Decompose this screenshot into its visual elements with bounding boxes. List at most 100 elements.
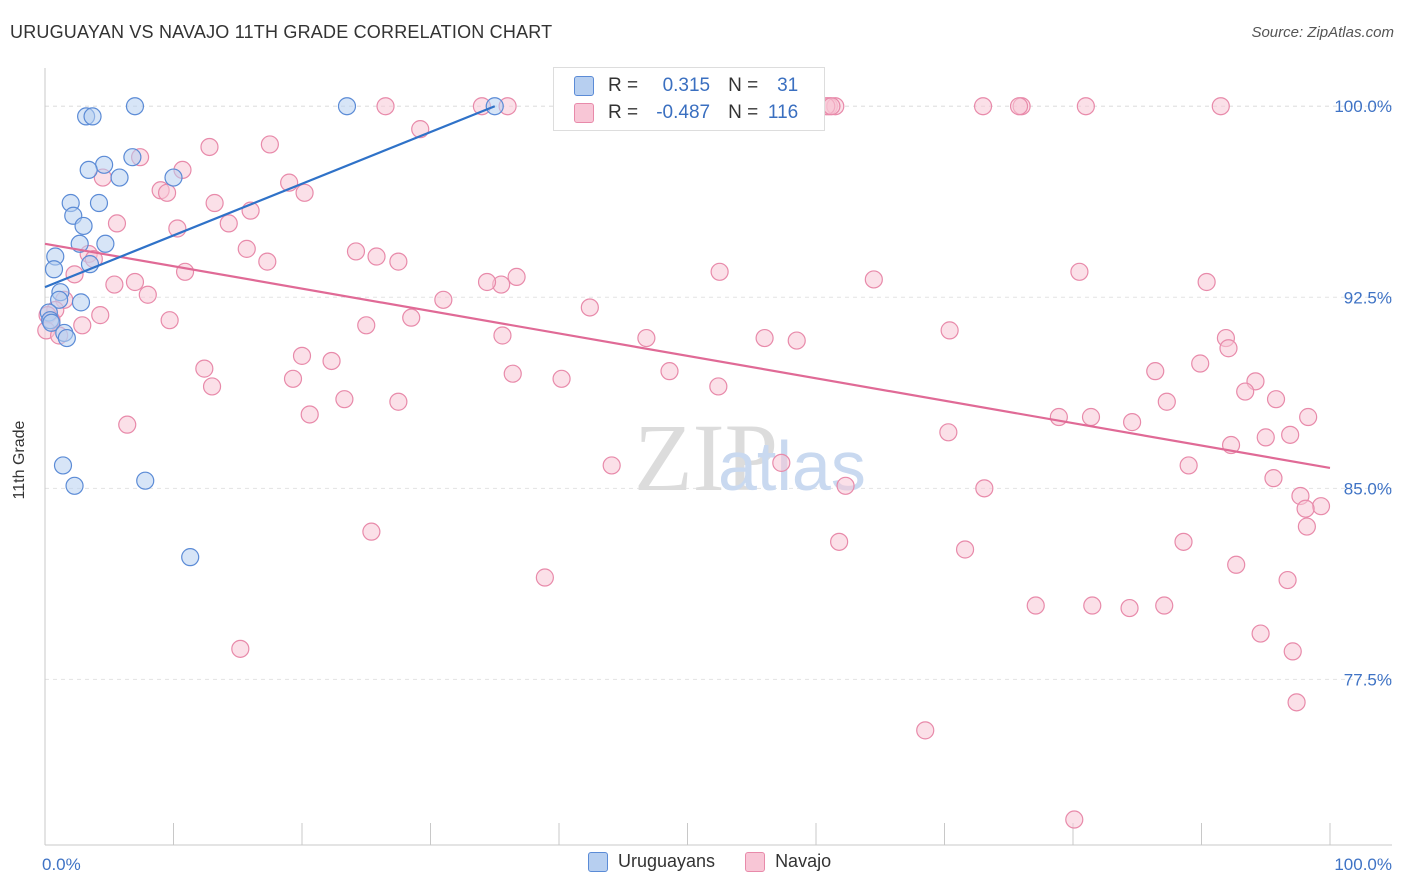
r-label: R = (608, 75, 639, 96)
navajo-point (402, 308, 421, 327)
navajo-point (1266, 390, 1286, 409)
navajo-point (637, 328, 656, 348)
navajo-point (1155, 596, 1174, 615)
series-legend: Uruguayans Navajo (588, 851, 861, 872)
navajo-point (434, 290, 453, 309)
navajo-point (755, 328, 774, 348)
navajo-point (940, 321, 959, 340)
navajo-point (772, 453, 791, 472)
n-value: 116 (767, 102, 799, 123)
navajo-point (710, 262, 729, 281)
navajo-point (1287, 693, 1306, 712)
navajo-point (205, 193, 224, 213)
navajo-point (125, 272, 145, 292)
y-axis-label: 11th Grade (11, 420, 28, 500)
navajo-point (105, 275, 124, 294)
uruguayan-point (337, 97, 357, 116)
uruguayan-point (50, 290, 69, 309)
navajo-point (973, 97, 993, 116)
navajo-point (503, 364, 522, 383)
navajo-point (219, 214, 238, 233)
navajo-point (939, 423, 958, 442)
x-tick-label: 0.0% (42, 855, 81, 874)
navajo-point (602, 456, 621, 475)
navajo-point (507, 267, 526, 286)
navajo-point (292, 346, 312, 365)
navajo-point (231, 639, 250, 658)
tick-labels: 77.5% 85.0% 92.5% 100.0% 0.0% 100.0% (42, 97, 1392, 874)
uruguayan-point (79, 160, 98, 180)
navajo-point (493, 326, 512, 345)
navajo-point (389, 392, 408, 411)
legend-item-navajo[interactable]: Navajo (745, 851, 831, 872)
uruguayan-trend-line (44, 105, 496, 289)
navajo-point (357, 316, 376, 335)
navajo-point (1009, 97, 1029, 116)
navajo-point (160, 311, 179, 330)
navajo-point (1083, 596, 1102, 615)
navajo-point (1191, 354, 1210, 373)
navajo-point (1070, 262, 1089, 281)
x-tick-label: 100.0% (1334, 855, 1392, 874)
uruguayan-point (74, 216, 93, 236)
legend-label-navajo: Navajo (775, 851, 832, 871)
navajo-point (295, 183, 314, 202)
navajo-point (283, 369, 303, 388)
navajo-point (200, 137, 219, 157)
navajo-point (1123, 413, 1142, 432)
navajo-point (335, 390, 354, 409)
uruguayan-point (65, 476, 84, 495)
navajo-trend-line (44, 242, 1331, 470)
n-label: N = (728, 102, 759, 123)
navajo-point (535, 568, 554, 587)
navajo-point (1146, 362, 1165, 381)
n-label: N = (728, 75, 759, 96)
navajo-point (1256, 428, 1275, 447)
uruguayan-points (39, 97, 504, 567)
navajo-point (836, 476, 855, 495)
navajo-point (1197, 272, 1216, 292)
navajo-point (91, 306, 110, 325)
legend-item-uruguayans[interactable]: Uruguayans (588, 851, 715, 872)
uruguayan-point (136, 471, 155, 490)
uruguayan-point (123, 148, 142, 167)
r-value: 0.315 (662, 75, 711, 96)
navajo-point (322, 351, 341, 371)
watermark-zip: ZIP (634, 404, 778, 511)
navajo-point (1065, 810, 1084, 829)
navajo-point (864, 270, 883, 289)
navajo-point (1278, 570, 1297, 590)
navajo-point (195, 359, 214, 378)
navajo-point (1311, 497, 1331, 516)
uruguayan-point (110, 168, 129, 187)
uruguayan-point (125, 97, 145, 116)
watermark: ZIP atlas (634, 404, 866, 511)
navajo-point (1296, 499, 1315, 518)
navajo-point (1236, 382, 1255, 401)
navajo-point (138, 285, 157, 304)
navajo-point (346, 242, 366, 261)
uruguayan-point (181, 548, 200, 567)
navajo-point (580, 298, 599, 317)
chart-title: URUGUAYAN VS NAVAJO 11TH GRADE CORRELATI… (10, 22, 553, 42)
uruguayan-point (57, 328, 76, 348)
navajo-point (830, 532, 849, 551)
navajo-point (709, 377, 728, 396)
navajo-point (955, 540, 975, 559)
navajo-swatch (574, 103, 594, 123)
navajo-point (376, 97, 395, 116)
navajo-point (1174, 532, 1193, 551)
navajo-point (260, 135, 279, 154)
uruguayan-point (95, 155, 114, 174)
uruguayan-point (83, 107, 102, 126)
n-value: 31 (777, 75, 799, 96)
r-label: R = (608, 102, 639, 123)
navajo-point (1076, 97, 1095, 116)
navajo-point (202, 377, 222, 396)
navajo-point (1227, 555, 1246, 574)
navajo-point (1179, 456, 1198, 475)
navajo-point (552, 369, 571, 388)
navajo-point (118, 415, 137, 434)
navajo-point (73, 316, 92, 335)
